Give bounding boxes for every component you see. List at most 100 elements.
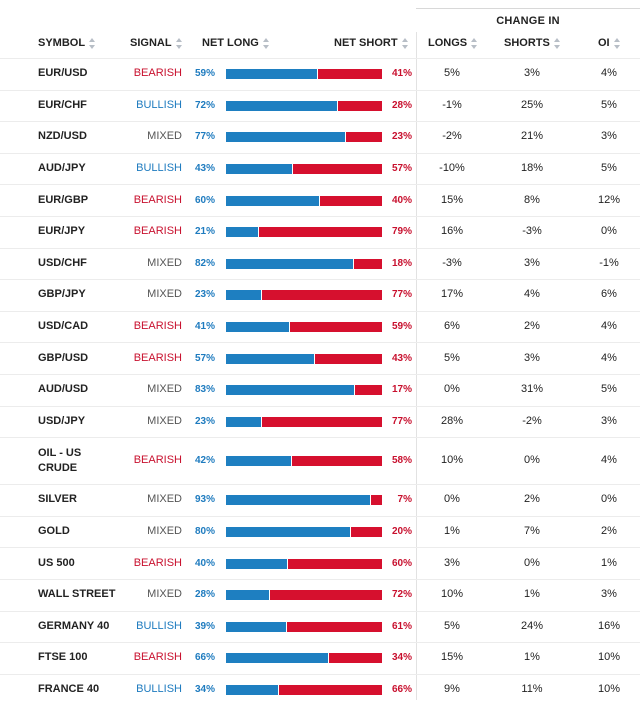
symbol-link[interactable]: OIL - US CRUDE <box>38 447 82 475</box>
table-row[interactable]: GBP/USD BEARISH 57% 43% 5% 3% 4% <box>0 342 640 374</box>
signal-label: MIXED <box>147 383 182 396</box>
sentiment-bar <box>226 290 382 301</box>
symbol-link[interactable]: EUR/GBP <box>38 193 89 206</box>
signal-label: BEARISH <box>133 320 182 333</box>
sort-icon[interactable] <box>471 37 478 49</box>
symbol-link[interactable]: FTSE 100 <box>38 651 88 664</box>
symbol-link[interactable]: FRANCE 40 <box>38 682 100 695</box>
table-row[interactable]: USD/JPY MIXED 23% 77% 28% -2% 3% <box>0 405 640 438</box>
signal-label: MIXED <box>147 256 182 269</box>
net-long-fill <box>226 684 280 695</box>
table-row[interactable]: FTSE 100 BEARISH 66% 34% 15% 1% 10% <box>0 642 640 674</box>
oi-change: 10% <box>597 651 621 664</box>
table-row[interactable]: SILVER MIXED 93% 7% 0% 2% 0% <box>0 484 640 516</box>
table-row[interactable]: OIL - US CRUDE BEARISH 42% 58% 10% 0% 4% <box>0 437 640 484</box>
net-short-value: 18% <box>391 257 412 269</box>
longs-change: 1% <box>444 525 460 538</box>
table-row[interactable]: EUR/USD BEARISH 59% 41% 5% 3% 4% <box>0 58 640 90</box>
shorts-column-header[interactable]: SHORTS <box>504 32 561 54</box>
oi-change: 5% <box>601 383 617 396</box>
table-row[interactable]: GBP/JPY MIXED 23% 77% 17% 4% 6% <box>0 279 640 311</box>
table-row[interactable]: AUD/USD MIXED 83% 17% 0% 31% 5% <box>0 373 640 406</box>
symbol-link[interactable]: GERMANY 40 <box>38 619 110 632</box>
table-row[interactable]: USD/CHF MIXED 82% 18% -3% 3% -1% <box>0 247 640 280</box>
table-row[interactable]: GERMANY 40 BULLISH 39% 61% 5% 24% 16% <box>0 610 640 643</box>
sort-icon[interactable] <box>262 37 270 49</box>
table-row[interactable]: GOLD MIXED 80% 20% 1% 7% 2% <box>0 515 640 548</box>
shorts-change: 1% <box>524 588 540 601</box>
signal-label: BEARISH <box>133 651 182 664</box>
symbol-link[interactable]: GOLD <box>38 525 70 538</box>
net-long-fill <box>226 164 294 175</box>
symbol-link[interactable]: NZD/USD <box>38 130 87 143</box>
sort-icon[interactable] <box>553 37 561 49</box>
table-row[interactable]: EUR/GBP BEARISH 60% 40% 15% 8% 12% <box>0 184 640 216</box>
symbol-link[interactable]: USD/JPY <box>38 414 86 427</box>
symbol-link[interactable]: GBP/USD <box>38 351 89 364</box>
signal-label: MIXED <box>147 493 182 506</box>
symbol-link[interactable]: SILVER <box>38 493 77 506</box>
signal-label: MIXED <box>147 414 182 427</box>
symbol-column-header[interactable]: SYMBOL <box>38 32 96 54</box>
sentiment-bar <box>226 558 382 569</box>
net-long-value: 23% <box>194 415 215 427</box>
table-row[interactable]: EUR/JPY BEARISH 21% 79% 16% -3% 0% <box>0 215 640 248</box>
symbol-link[interactable]: GBP/JPY <box>38 288 86 301</box>
table-row[interactable]: NZD/USD MIXED 77% 23% -2% 21% 3% <box>0 121 640 153</box>
oi-change: 1% <box>601 556 617 569</box>
net-long-column-header[interactable]: NET LONG <box>202 32 270 54</box>
symbol-header-label: SYMBOL <box>38 37 86 49</box>
symbol-link[interactable]: EUR/JPY <box>38 225 86 238</box>
net-long-fill <box>226 258 354 269</box>
sentiment-bar <box>226 195 382 206</box>
sentiment-bar <box>226 353 382 364</box>
table-row[interactable]: AUD/JPY BULLISH 43% 57% -10% 18% 5% <box>0 152 640 185</box>
longs-change: 5% <box>444 619 460 632</box>
shorts-change: 2% <box>524 320 540 333</box>
shorts-change: 21% <box>520 130 544 143</box>
shorts-change: 2% <box>524 493 540 506</box>
longs-change: 15% <box>440 193 464 206</box>
oi-change: 12% <box>597 193 621 206</box>
sort-icon[interactable] <box>175 37 183 49</box>
sentiment-bar <box>226 164 382 175</box>
symbol-link[interactable]: AUD/USD <box>38 383 89 396</box>
net-long-value: 43% <box>194 163 215 175</box>
symbol-link[interactable]: US 500 <box>38 556 75 569</box>
net-short-value: 41% <box>391 68 412 80</box>
table-header: SYMBOL SIGNAL NET LONG NET SHORT LONGS S… <box>0 32 640 56</box>
sort-icon[interactable] <box>613 37 621 49</box>
net-long-value: 34% <box>194 683 215 695</box>
symbol-link[interactable]: USD/CHF <box>38 256 87 269</box>
net-short-value: 61% <box>391 620 412 632</box>
net-long-fill <box>226 527 351 538</box>
longs-change: -2% <box>442 130 462 143</box>
table-row[interactable]: WALL STREET MIXED 28% 72% 10% 1% 3% <box>0 578 640 611</box>
signal-label: MIXED <box>147 588 182 601</box>
longs-column-header[interactable]: LONGS <box>428 32 478 54</box>
symbol-link[interactable]: AUD/JPY <box>38 162 86 175</box>
sort-icon[interactable] <box>89 37 96 49</box>
signal-label: BEARISH <box>133 193 182 206</box>
signal-label: MIXED <box>147 288 182 301</box>
symbol-link[interactable]: USD/CAD <box>38 320 89 333</box>
signal-column-header[interactable]: SIGNAL <box>130 32 183 54</box>
net-short-value: 77% <box>391 289 412 301</box>
table-row[interactable]: USD/CAD BEARISH 41% 59% 6% 2% 4% <box>0 310 640 343</box>
longs-change: 28% <box>440 414 464 427</box>
net-long-fill <box>226 353 315 364</box>
table-row[interactable]: EUR/CHF BULLISH 72% 28% -1% 25% 5% <box>0 89 640 122</box>
oi-column-header[interactable]: OI <box>598 32 621 54</box>
symbol-link[interactable]: WALL STREET <box>38 588 116 601</box>
table-row[interactable]: US 500 BEARISH 40% 60% 3% 0% 1% <box>0 547 640 579</box>
symbol-link[interactable]: EUR/CHF <box>38 98 87 111</box>
sort-icon[interactable] <box>401 37 409 49</box>
longs-change: -1% <box>442 98 462 111</box>
table-row[interactable]: FRANCE 40 BULLISH 34% 66% 9% 11% 10% <box>0 673 640 705</box>
net-long-value: 83% <box>194 384 215 396</box>
net-short-value: 34% <box>391 652 412 664</box>
net-short-column-header[interactable]: NET SHORT <box>334 32 409 54</box>
signal-label: MIXED <box>147 525 182 538</box>
shorts-change: 8% <box>524 193 540 206</box>
symbol-link[interactable]: EUR/USD <box>38 67 88 80</box>
